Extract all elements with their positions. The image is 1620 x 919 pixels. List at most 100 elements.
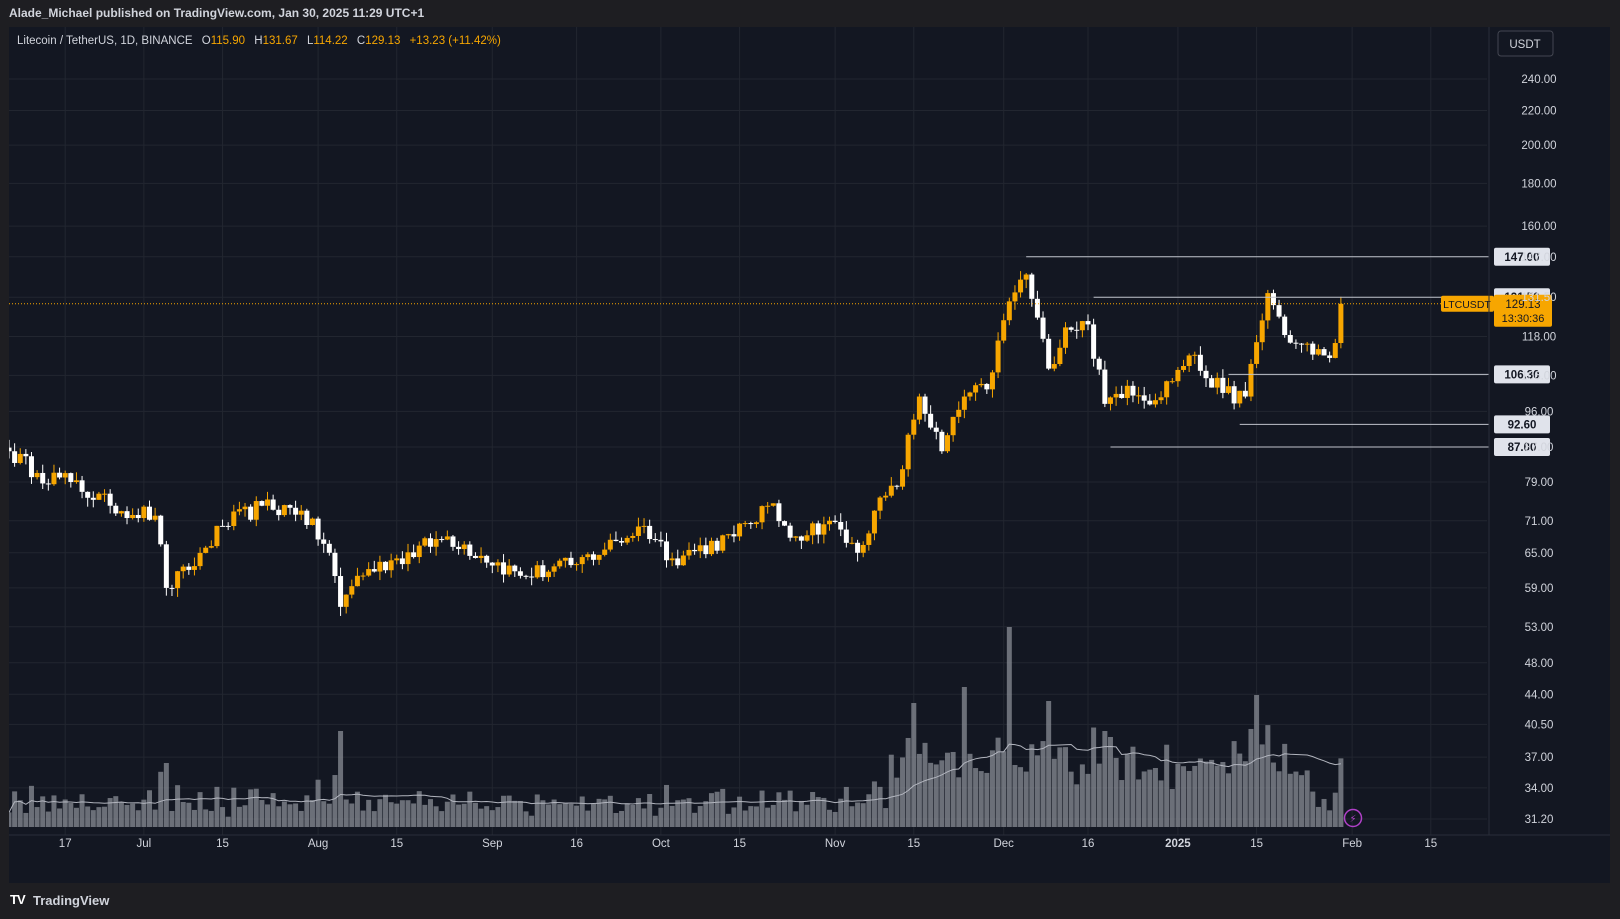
candle-body[interactable] bbox=[141, 506, 147, 519]
candle-body[interactable] bbox=[163, 544, 169, 588]
price-chart[interactable]: 147.00 131.50 106.30 92.60 87.00 LTCUSDT 129.1… bbox=[9, 27, 1610, 883]
candle-body[interactable] bbox=[225, 525, 231, 527]
candle-body[interactable] bbox=[832, 520, 838, 522]
candle-body[interactable] bbox=[1158, 397, 1164, 401]
candle-body[interactable] bbox=[472, 555, 478, 558]
candle-body[interactable] bbox=[1332, 343, 1338, 358]
candle-body[interactable] bbox=[1085, 321, 1091, 325]
horizontal-levels[interactable]: 147.00131.50106.3092.6087.00LTCUSDT129.1… bbox=[9, 247, 1552, 457]
candle-body[interactable] bbox=[1315, 349, 1321, 355]
candle-body[interactable] bbox=[658, 539, 664, 542]
candle-body[interactable] bbox=[579, 557, 585, 565]
candle-body[interactable] bbox=[1063, 327, 1069, 348]
candle-body[interactable] bbox=[793, 536, 799, 538]
candle-body[interactable] bbox=[242, 506, 248, 510]
candle-body[interactable] bbox=[12, 451, 18, 463]
candle-body[interactable] bbox=[939, 431, 945, 452]
candle-body[interactable] bbox=[130, 514, 136, 519]
candle-body[interactable] bbox=[1186, 355, 1192, 367]
candle-body[interactable] bbox=[1113, 393, 1119, 398]
candle-body[interactable] bbox=[776, 503, 782, 522]
candle-body[interactable] bbox=[1023, 274, 1029, 280]
candle-body[interactable] bbox=[613, 539, 619, 542]
candle-body[interactable] bbox=[1079, 321, 1085, 331]
candle-body[interactable] bbox=[855, 542, 861, 553]
candle-body[interactable] bbox=[652, 539, 658, 541]
candle-body[interactable] bbox=[534, 565, 540, 578]
candle-body[interactable] bbox=[444, 536, 450, 540]
candle-body[interactable] bbox=[545, 571, 551, 578]
candle-body[interactable] bbox=[737, 523, 743, 537]
candle-body[interactable] bbox=[860, 544, 866, 553]
candle-body[interactable] bbox=[371, 569, 377, 572]
candle-body[interactable] bbox=[838, 521, 844, 530]
candle-body[interactable] bbox=[281, 505, 287, 516]
candle-body[interactable] bbox=[877, 497, 883, 511]
candle-body[interactable] bbox=[978, 383, 984, 386]
candle-body[interactable] bbox=[489, 562, 495, 566]
candle-body[interactable] bbox=[1181, 366, 1187, 370]
candle-body[interactable] bbox=[680, 555, 686, 566]
candle-body[interactable] bbox=[439, 539, 445, 541]
candle-body[interactable] bbox=[79, 480, 85, 492]
candle-body[interactable] bbox=[1282, 316, 1288, 336]
candle-body[interactable] bbox=[748, 523, 754, 525]
candle-body[interactable] bbox=[742, 523, 748, 525]
candle-body[interactable] bbox=[782, 521, 788, 526]
candle-body[interactable] bbox=[821, 524, 827, 535]
candle-body[interactable] bbox=[293, 507, 299, 515]
candle-body[interactable] bbox=[1012, 292, 1018, 302]
candle-body[interactable] bbox=[45, 483, 51, 485]
candle-body[interactable] bbox=[945, 435, 951, 452]
candle-body[interactable] bbox=[1051, 364, 1057, 369]
candle-body[interactable] bbox=[675, 558, 681, 566]
candle-body[interactable] bbox=[461, 544, 467, 550]
candle-body[interactable] bbox=[124, 511, 130, 519]
candle-body[interactable] bbox=[815, 523, 821, 535]
candle-body[interactable] bbox=[1254, 342, 1260, 364]
candle-body[interactable] bbox=[1074, 329, 1080, 331]
candle-body[interactable] bbox=[1107, 397, 1113, 404]
candle-body[interactable] bbox=[574, 564, 580, 566]
candle-body[interactable] bbox=[102, 493, 108, 495]
candle-body[interactable] bbox=[765, 505, 771, 507]
candle-body[interactable] bbox=[697, 545, 703, 552]
candle-body[interactable] bbox=[1242, 390, 1248, 397]
candle-body[interactable] bbox=[753, 522, 759, 525]
candle-body[interactable] bbox=[641, 525, 647, 527]
candle-body[interactable] bbox=[1018, 279, 1024, 293]
candle-body[interactable] bbox=[321, 539, 327, 544]
candle-body[interactable] bbox=[276, 509, 282, 516]
currency-button[interactable]: USDT bbox=[1497, 30, 1554, 57]
candle-body[interactable] bbox=[62, 473, 68, 478]
candle-body[interactable] bbox=[484, 555, 490, 563]
candle-body[interactable] bbox=[433, 539, 439, 547]
candle-body[interactable] bbox=[590, 554, 596, 560]
candle-body[interactable] bbox=[1310, 343, 1316, 355]
candle-body[interactable] bbox=[961, 396, 967, 410]
candle-body[interactable] bbox=[1046, 338, 1052, 369]
candle-body[interactable] bbox=[708, 540, 714, 555]
candle-body[interactable] bbox=[607, 539, 613, 550]
candle-body[interactable] bbox=[1299, 343, 1305, 345]
candle-body[interactable] bbox=[557, 560, 563, 567]
candle-body[interactable] bbox=[1164, 381, 1170, 398]
candle-body[interactable] bbox=[1096, 358, 1102, 370]
candle-body[interactable] bbox=[298, 510, 304, 515]
candle-body[interactable] bbox=[214, 525, 220, 547]
candle-body[interactable] bbox=[90, 497, 96, 500]
candle-body[interactable] bbox=[411, 552, 417, 558]
candle-body[interactable] bbox=[349, 586, 355, 595]
candle-body[interactable] bbox=[1147, 400, 1153, 405]
candle-body[interactable] bbox=[1130, 385, 1136, 396]
candle-body[interactable] bbox=[265, 499, 271, 506]
last-price-tag[interactable] bbox=[1494, 294, 1552, 327]
candle-body[interactable] bbox=[1197, 354, 1203, 371]
candle-body[interactable] bbox=[602, 549, 608, 555]
candle-body[interactable] bbox=[208, 546, 214, 548]
candle-body[interactable] bbox=[1220, 377, 1226, 393]
candle-body[interactable] bbox=[703, 545, 709, 555]
candle-body[interactable] bbox=[203, 547, 209, 553]
candle-body[interactable] bbox=[57, 472, 63, 478]
candle-body[interactable] bbox=[360, 575, 366, 577]
